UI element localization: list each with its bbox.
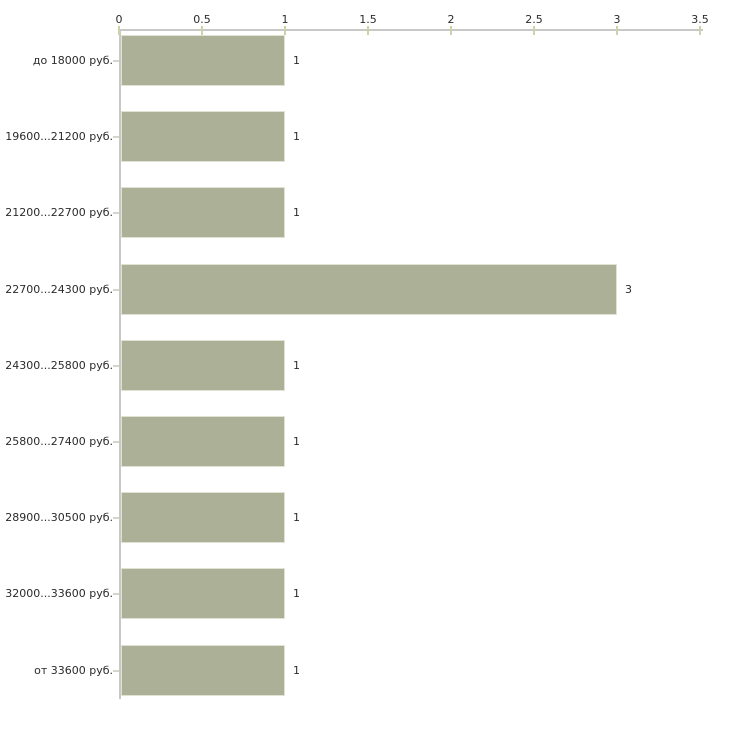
bar (121, 111, 285, 162)
bar-value-label: 1 (293, 435, 300, 448)
x-axis-tick (367, 26, 369, 35)
x-axis-tick (699, 26, 701, 35)
bar (121, 264, 617, 315)
x-axis-tick (201, 26, 203, 35)
category-label: 22700...24300 руб. (5, 283, 113, 296)
bar (121, 187, 285, 238)
bar (121, 35, 285, 86)
bar (121, 492, 285, 543)
y-axis-tick (113, 670, 119, 672)
bar-value-label: 1 (293, 587, 300, 600)
x-axis-tick (284, 26, 286, 35)
y-axis-tick (113, 517, 119, 519)
bar-value-label: 1 (293, 511, 300, 524)
category-label: до 18000 руб. (32, 54, 113, 67)
x-axis-tick (533, 26, 535, 35)
x-axis-tick-label: 2.5 (525, 13, 543, 26)
y-axis-tick (113, 136, 119, 138)
bar-value-label: 1 (293, 130, 300, 143)
y-axis-tick (113, 441, 119, 443)
bar (121, 568, 285, 619)
x-axis-tick-label: 0.5 (193, 13, 211, 26)
bar-value-label: 3 (625, 283, 632, 296)
x-axis-tick-label: 3 (613, 13, 621, 26)
bar (121, 645, 285, 696)
x-axis-tick (616, 26, 618, 35)
category-label: 32000...33600 руб. (5, 587, 113, 600)
category-label: 21200...22700 руб. (5, 206, 113, 219)
y-axis-tick (113, 365, 119, 367)
bar-value-label: 1 (293, 359, 300, 372)
y-axis-tick (113, 289, 119, 291)
x-axis-tick-label: 3.5 (691, 13, 709, 26)
bar (121, 416, 285, 467)
x-axis-tick (118, 26, 120, 35)
x-axis-tick-label: 0 (115, 13, 123, 26)
x-axis-tick (450, 26, 452, 35)
x-axis-tick-label: 1.5 (359, 13, 377, 26)
category-label: 19600...21200 руб. (5, 130, 113, 143)
x-axis-line (119, 29, 703, 31)
category-label: от 33600 руб. (34, 664, 113, 677)
bar (121, 340, 285, 391)
y-axis-tick (113, 593, 119, 595)
category-label: 28900...30500 руб. (5, 511, 113, 524)
x-axis-tick-label: 1 (281, 13, 289, 26)
bar-value-label: 1 (293, 664, 300, 677)
x-axis-tick-label: 2 (447, 13, 455, 26)
category-label: 24300...25800 руб. (5, 359, 113, 372)
y-axis-line (119, 29, 121, 699)
y-axis-tick (113, 60, 119, 62)
category-label: 25800...27400 руб. (5, 435, 113, 448)
y-axis-tick (113, 212, 119, 214)
bar-value-label: 1 (293, 206, 300, 219)
bar-value-label: 1 (293, 54, 300, 67)
